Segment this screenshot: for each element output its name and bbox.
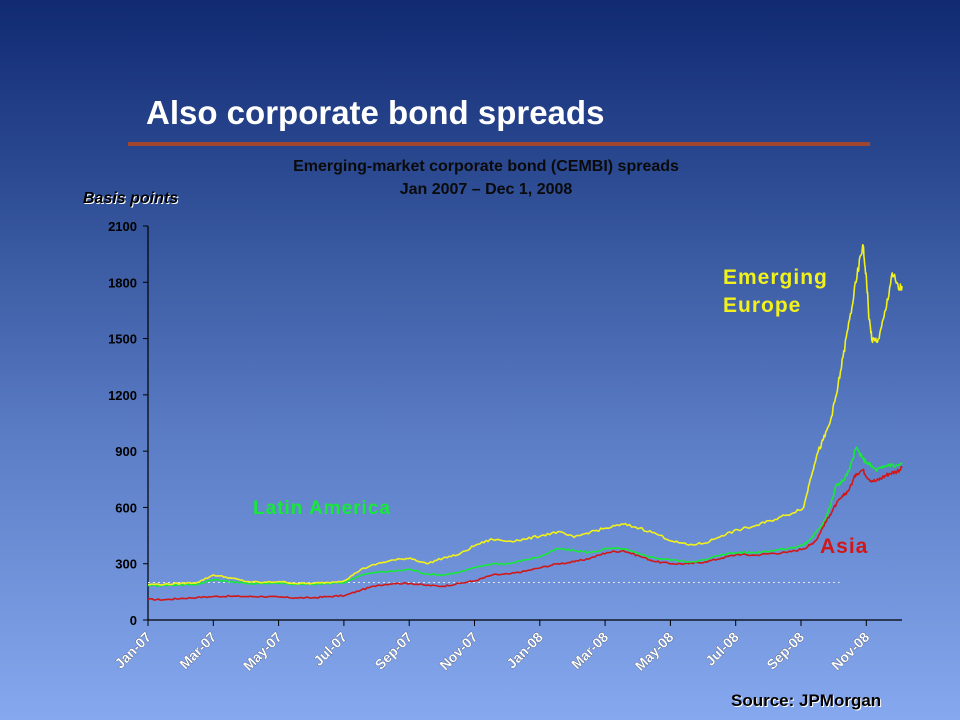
x-tick-label: May-08 [632,629,677,674]
y-tick-label: 2100 [108,219,137,234]
x-tick-label: Jul-07 [310,629,350,669]
series-line-emerging-europe [147,244,903,586]
y-tick-label: 900 [115,444,137,459]
series-lines [147,244,903,602]
x-tick-label: Sep-07 [372,629,416,673]
annotation-emerging-europe: Emerging [723,266,828,289]
x-tick-label: May-07 [240,629,285,674]
series-line-asia [147,465,903,602]
annotation-latin-america: Latin America [253,498,391,519]
slide-title: Also corporate bond spreads [146,94,605,131]
source-note: Source: JPMorgan [731,691,882,710]
chart-subtitle: Jan 2007 – Dec 1, 2008 [399,181,573,198]
x-tick-label: Jan-07 [111,629,154,672]
x-tick-label: Mar-07 [176,629,219,672]
annotation-emerging-europe: Europe [723,294,801,317]
y-tick-label: 300 [115,557,137,572]
y-tick-label: 1500 [108,332,137,347]
x-tick-label: Mar-08 [568,629,611,672]
y-tick-label: 0 [130,613,137,628]
x-tick-label: Jan-08 [503,629,546,672]
series-annotations: Emerging Europe Latin America Asia [253,266,868,558]
y-axis-label: Basis points [83,190,179,207]
y-tick-label: 1200 [108,388,137,403]
x-tick-label: Nov-07 [436,629,480,673]
title-divider [128,142,870,146]
x-tick-label: Jul-08 [702,629,742,669]
y-tick-label: 1800 [108,275,137,290]
chart-title: Emerging-market corporate bond (CEMBI) s… [293,158,679,175]
x-tick-label: Sep-08 [763,629,807,673]
y-tick-label: 600 [115,500,137,515]
x-tick-label: Nov-08 [828,629,872,673]
annotation-asia: Asia [820,535,868,558]
